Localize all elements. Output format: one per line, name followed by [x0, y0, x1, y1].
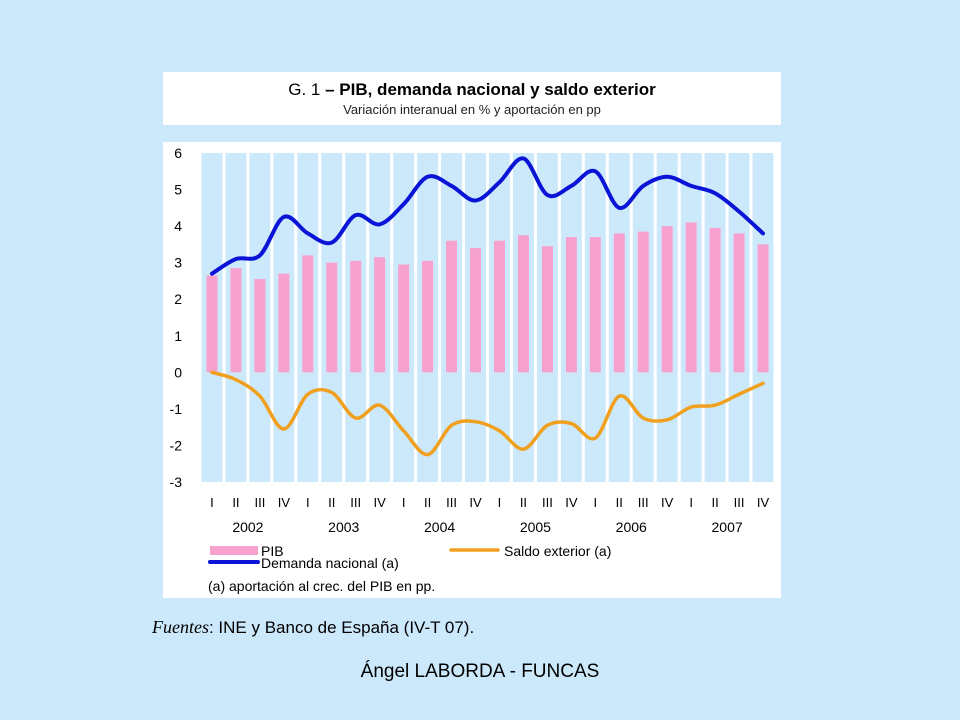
x-quarter-label: III — [734, 495, 745, 510]
x-quarter-label: IV — [661, 495, 674, 510]
bar-pib — [613, 233, 625, 373]
bar-pib — [350, 260, 362, 373]
bar-pib — [709, 227, 721, 373]
x-quarter-label: II — [424, 495, 431, 510]
y-tick-label: 3 — [174, 255, 182, 271]
x-quarter-label: IV — [757, 495, 770, 510]
x-quarter-label: IV — [374, 495, 387, 510]
x-quarter-label: II — [232, 495, 239, 510]
bar-pib — [637, 231, 649, 373]
bar-pib — [493, 240, 505, 373]
x-quarter-label: III — [350, 495, 361, 510]
x-quarter-label: II — [520, 495, 527, 510]
bar-pib — [757, 244, 769, 373]
legend-label-saldo: Saldo exterior (a) — [504, 543, 611, 559]
x-year-label: 2006 — [616, 519, 647, 535]
y-tick-label: 4 — [174, 218, 182, 234]
bar-pib — [326, 262, 338, 373]
x-quarter-label: I — [594, 495, 598, 510]
x-year-label: 2004 — [424, 519, 455, 535]
bar-pib — [541, 246, 553, 373]
y-tick-label: 6 — [174, 145, 182, 161]
bar-pib — [446, 240, 458, 373]
x-quarter-label: III — [254, 495, 265, 510]
chart-title: G. 1 – PIB, demanda nacional y saldo ext… — [163, 80, 781, 100]
bar-pib — [517, 235, 529, 373]
y-tick-label: 0 — [174, 364, 182, 380]
y-tick-label: 2 — [174, 291, 182, 307]
x-quarter-label: I — [306, 495, 310, 510]
x-quarter-label: IV — [278, 495, 291, 510]
y-tick-label: 1 — [174, 328, 182, 344]
bar-pib — [589, 237, 601, 373]
x-quarter-label: II — [616, 495, 623, 510]
x-quarter-label: III — [446, 495, 457, 510]
bar-pib — [206, 275, 218, 373]
bar-pib — [374, 257, 386, 373]
bar-pib — [302, 255, 314, 373]
sources-text: : INE y Banco de España (IV-T 07). — [208, 618, 475, 637]
x-year-label: 2005 — [520, 519, 551, 535]
bar-pib — [470, 248, 482, 373]
x-quarter-label: III — [638, 495, 649, 510]
x-quarter-label: IV — [565, 495, 578, 510]
bar-pib — [565, 237, 577, 373]
x-quarter-label: II — [328, 495, 335, 510]
x-quarter-label: I — [402, 495, 406, 510]
x-year-label: 2002 — [232, 519, 263, 535]
chart-title-panel: G. 1 – PIB, demanda nacional y saldo ext… — [163, 72, 781, 125]
bar-pib — [278, 273, 290, 373]
bar-pib — [685, 222, 697, 373]
legend-label-demanda: Demanda nacional (a) — [261, 555, 399, 571]
chart-title-bold: – PIB, demanda nacional y saldo exterior — [325, 80, 656, 99]
chart-subtitle: Variación interanual en % y aportación e… — [343, 102, 601, 117]
x-quarter-label: II — [711, 495, 718, 510]
chart-note: (a) aportación al crec. del PIB en pp. — [208, 578, 435, 594]
line-saldo-exterior — [210, 370, 765, 457]
bar-pib — [733, 233, 745, 373]
chart-title-prefix: G. 1 — [288, 80, 321, 99]
legend-swatch-pib — [210, 546, 258, 555]
x-quarter-label: I — [498, 495, 502, 510]
x-quarter-label: III — [542, 495, 553, 510]
y-tick-label: 5 — [174, 182, 182, 198]
bar-pib — [661, 226, 673, 373]
line-demanda-nacional — [209, 156, 766, 276]
y-tick-label: -1 — [170, 401, 183, 417]
sources-line: Fuentes: INE y Banco de España (IV-T 07)… — [152, 617, 474, 638]
sources-label: Fuentes — [152, 617, 209, 637]
x-year-label: 2003 — [328, 519, 359, 535]
x-quarter-label: IV — [469, 495, 482, 510]
legend-label-pib: PIB — [261, 543, 284, 559]
y-tick-label: -3 — [170, 474, 183, 490]
x-year-label: 2007 — [712, 519, 743, 535]
x-quarter-label: I — [210, 495, 214, 510]
bar-pib — [422, 260, 434, 373]
y-tick-label: -2 — [170, 437, 183, 453]
bar-pib — [398, 264, 410, 373]
bar-pib — [230, 268, 242, 373]
footer-author: Ángel LABORDA - FUNCAS — [360, 661, 600, 682]
bar-pib — [254, 279, 266, 373]
chart-panel: 6 5 4 3 2 1 0 -1 -2 -3 I II III IV I II III IV I II III IV I II… — [163, 142, 781, 598]
x-quarter-label: I — [689, 495, 693, 510]
